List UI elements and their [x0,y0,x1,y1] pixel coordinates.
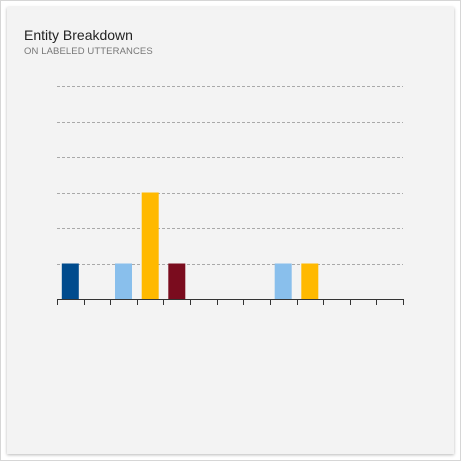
bar-10 [301,263,319,299]
chart-x-axis [57,299,404,305]
card-title: Entity Breakdown [24,27,133,43]
bar-4 [141,192,159,299]
bar-1 [61,263,79,299]
chart-bars [61,192,319,299]
entity-breakdown-card: Entity Breakdown ON LABELED UTTERANCES [7,7,454,454]
bar-9 [274,263,292,299]
card-subtitle: ON LABELED UTTERANCES [24,46,153,57]
bar-3 [115,263,132,299]
chart-gridlines [57,86,403,265]
entity-bar-chart [57,86,404,305]
bar-5 [168,263,186,299]
